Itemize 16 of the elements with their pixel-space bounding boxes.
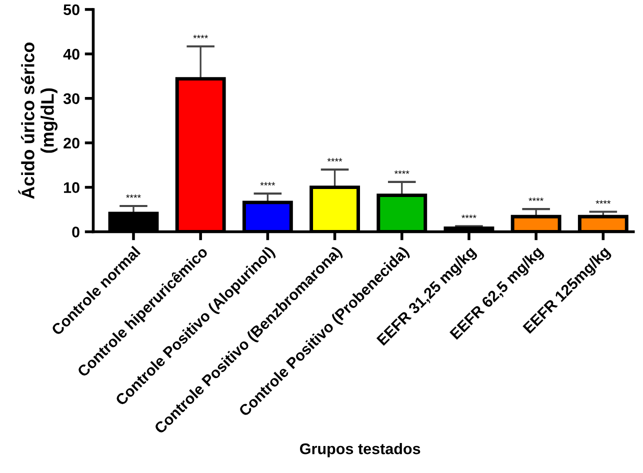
y-tick-label: 0 (72, 226, 80, 238)
y-tick-label: 50 (64, 4, 80, 16)
x-axis-title: Grupos testados (300, 443, 420, 458)
y-tick-label: 40 (63, 48, 80, 60)
annotation: **** (327, 158, 342, 162)
annotation: **** (260, 182, 276, 186)
y-tick-label: 10 (64, 182, 80, 193)
y-tick-label: 20 (64, 138, 80, 149)
y-axis-title: Ácido úrico sérico (mg/dL) (18, 42, 58, 199)
annotation: **** (528, 198, 544, 202)
annotation: **** (193, 34, 208, 38)
y-tick-label: 30 (63, 93, 80, 104)
annotation: **** (596, 200, 611, 204)
annotation: **** (126, 194, 141, 198)
annotation: **** (462, 214, 476, 218)
annotation: **** (394, 170, 410, 174)
